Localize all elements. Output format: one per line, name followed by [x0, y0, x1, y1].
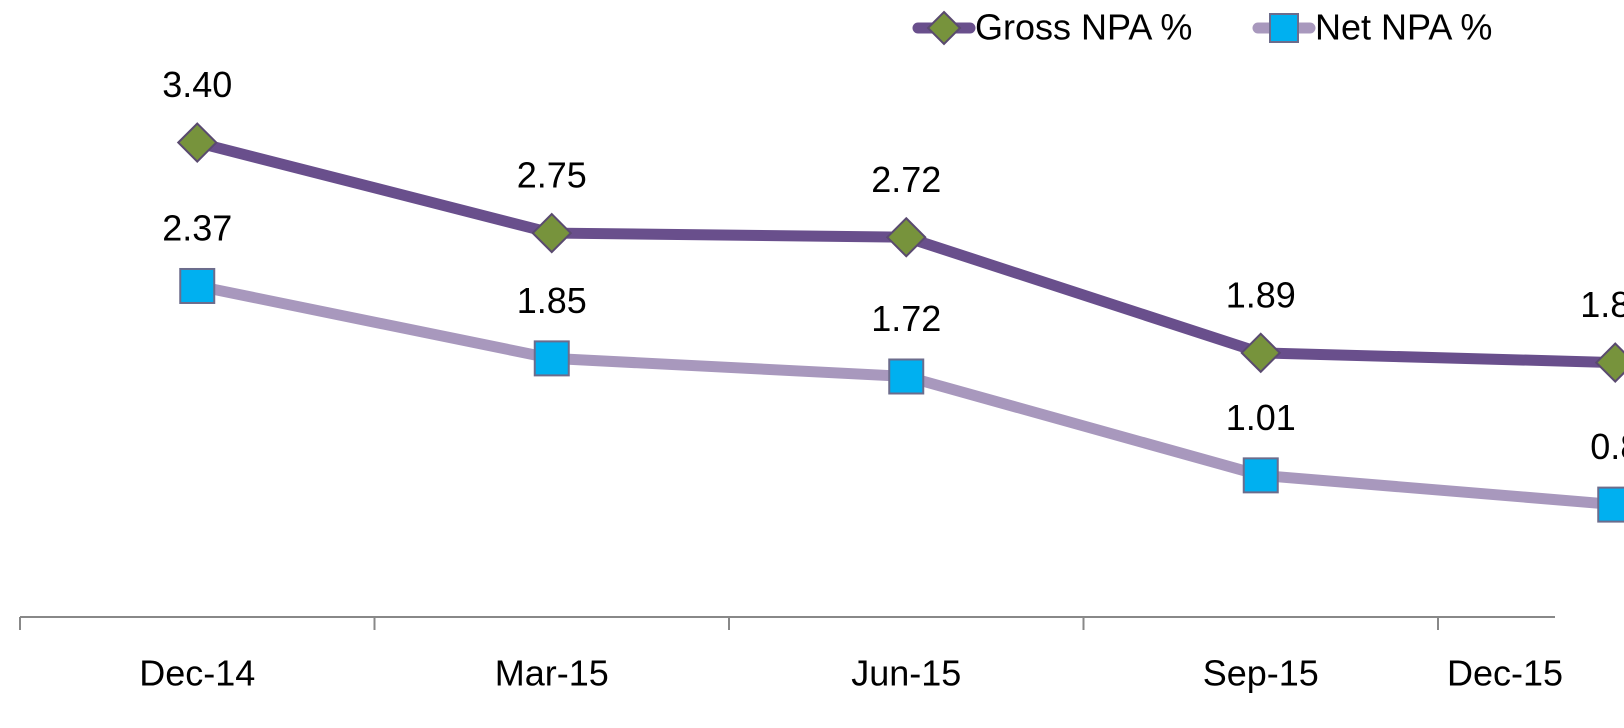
marker: [888, 358, 925, 395]
data-label: 1.82: [1580, 284, 1624, 325]
marker: [179, 267, 216, 304]
legend-label: Gross NPA %: [975, 7, 1192, 48]
data-label: 1.72: [871, 298, 941, 339]
marker: [1240, 332, 1282, 374]
data-label: 1.01: [1226, 397, 1296, 438]
legend-marker: [926, 10, 962, 46]
marker: [533, 340, 570, 377]
legend-label: Net NPA %: [1315, 7, 1492, 48]
marker: [1594, 342, 1624, 383]
x-tick-label: Mar-15: [495, 653, 609, 694]
x-tick-label: Jun-15: [851, 653, 961, 694]
x-tick-label: Sep-15: [1203, 653, 1319, 694]
marker: [176, 122, 218, 163]
legend-marker: [1269, 13, 1299, 43]
marker: [885, 216, 927, 258]
x-tick-label: Dec-14: [139, 653, 255, 694]
x-tick-label: Dec-15: [1447, 653, 1563, 694]
data-label: 2.37: [162, 207, 232, 248]
data-label: 0.8: [1590, 426, 1624, 467]
data-label: 2.75: [517, 155, 587, 196]
data-label: 3.40: [162, 64, 232, 105]
marker: [1597, 486, 1624, 523]
data-label: 1.85: [517, 280, 587, 321]
marker: [531, 212, 573, 254]
data-label: 1.89: [1226, 274, 1296, 315]
marker: [1242, 457, 1279, 494]
data-label: 2.72: [871, 159, 941, 200]
